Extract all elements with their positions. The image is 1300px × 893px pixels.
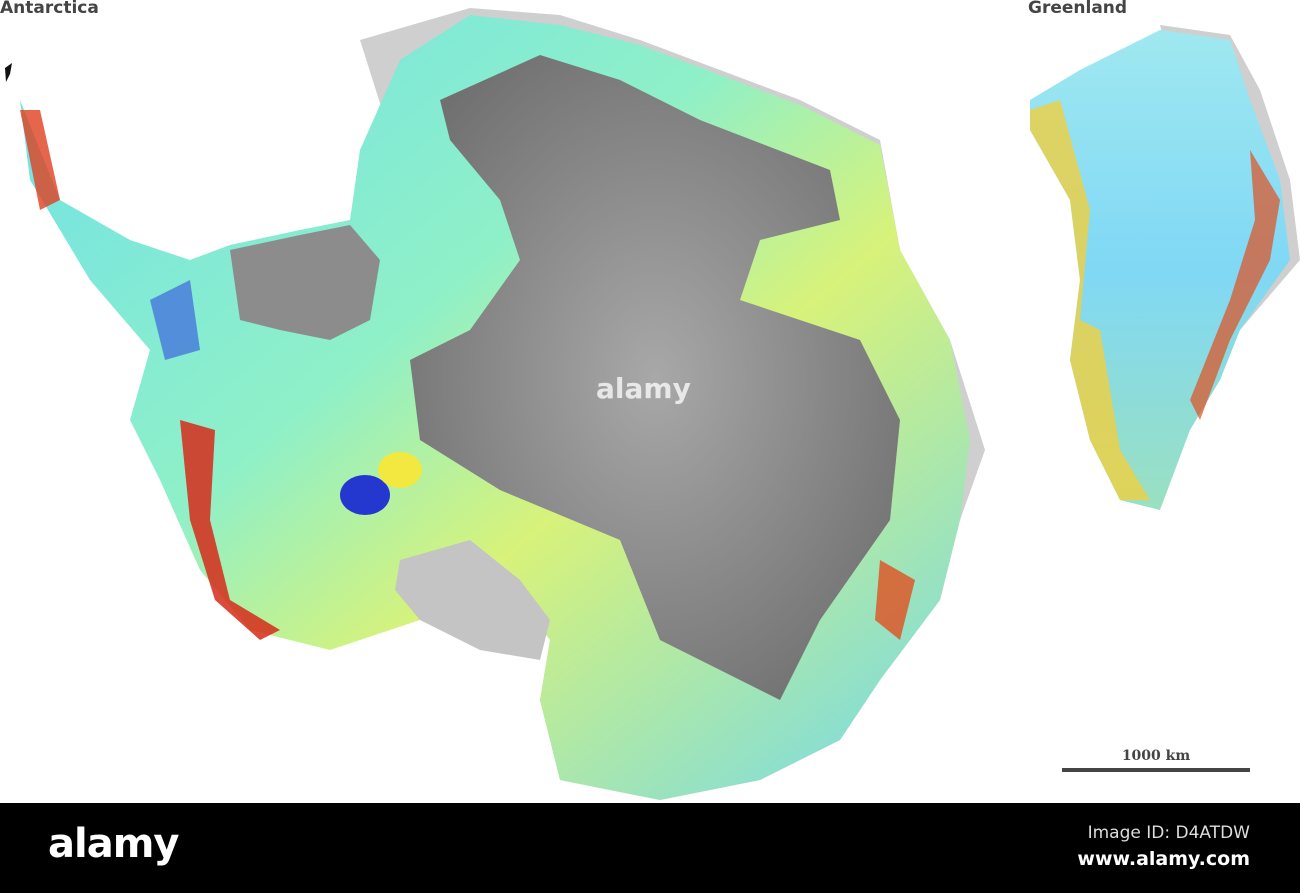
coastal-high-velocity xyxy=(1190,150,1280,420)
greenland-map xyxy=(1030,25,1300,510)
image-id: Image ID: D4ATDW xyxy=(1087,823,1250,843)
high-velocity-patch xyxy=(378,452,422,488)
coastal-high-velocity xyxy=(1030,100,1150,500)
antarctica-interior xyxy=(410,55,900,700)
scale-bar-line xyxy=(1062,768,1250,772)
ronne-ice-shelf xyxy=(395,540,550,660)
ross-ice-shelf xyxy=(230,225,380,340)
scale-bar: 1000 km xyxy=(1062,745,1250,772)
greenland-label: Greenland xyxy=(1028,0,1128,18)
scale-bar-label: 1000 km xyxy=(1121,748,1191,764)
coastal-high-velocity xyxy=(20,110,60,210)
watermark: alamy xyxy=(596,372,691,405)
alamy-logo: alamy xyxy=(48,821,179,867)
low-velocity-patch xyxy=(340,475,390,515)
island-shape xyxy=(5,63,12,82)
antarctica-map xyxy=(5,8,985,800)
coastal-low-velocity xyxy=(150,280,200,360)
ice-velocity-map xyxy=(5,8,1300,800)
footer-bar: alamy Image ID: D4ATDW www.alamy.com xyxy=(0,803,1300,893)
antarctica-label: Antarctica xyxy=(0,0,99,18)
site-link[interactable]: www.alamy.com xyxy=(1077,848,1250,870)
coastal-high-velocity xyxy=(875,560,915,640)
coastal-high-velocity xyxy=(180,420,280,640)
